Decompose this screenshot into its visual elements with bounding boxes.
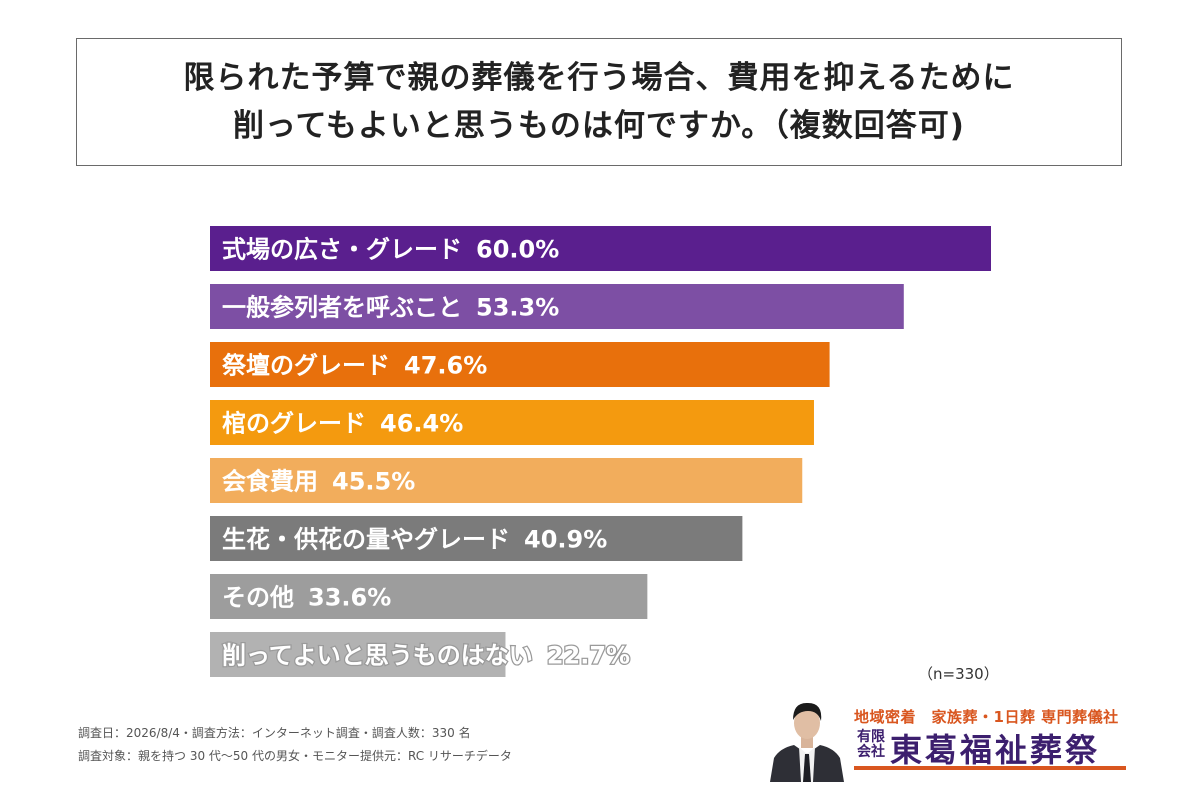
company-name: 東葛福祉葬祭 (890, 731, 1101, 769)
bar-7 (210, 632, 506, 677)
value-label-7: 22.7% (547, 642, 630, 670)
value-label-0: 60.0% (476, 236, 559, 264)
bar-label-6: その他 33.6% (222, 584, 391, 612)
bar-4 (210, 458, 803, 503)
company-logo-block: 地域密着 家族葬・1日葬 専門葬儀社 有限会社 東葛福祉葬祭 (766, 692, 1128, 782)
value-label-2: 47.6% (404, 352, 487, 380)
value-label-3: 46.4% (380, 410, 463, 438)
company-accent-rule (854, 766, 1126, 770)
category-label-1: 一般参列者を呼ぶこと (222, 294, 462, 322)
category-label-5: 生花・供花の量やグレード (222, 526, 510, 554)
category-label-2: 祭壇のグレード (222, 352, 390, 380)
category-label-6: その他 (222, 584, 294, 612)
bar-label-2: 祭壇のグレード 47.6% (222, 352, 487, 380)
bar-chart: 式場の広さ・グレード 60.0% 一般参列者を呼ぶこと 53.3% 祭壇のグレード 47.… (210, 226, 991, 677)
title-line-1: 限られた予算で親の葬儀を行う場合、費用を抑えるために (183, 60, 1015, 96)
businessman-portrait-icon (766, 692, 848, 782)
bar-2 (210, 342, 830, 387)
company-tagline: 地域密着 家族葬・1日葬 専門葬儀社 (854, 708, 1119, 726)
category-label-7: 削ってよいと思うものはない (222, 642, 533, 670)
bar-label-0: 式場の広さ・グレード 60.0% (222, 236, 559, 264)
value-label-1: 53.3% (476, 294, 559, 322)
bar-label-4: 会食費用 45.5% (222, 468, 415, 496)
bar-label-5: 生花・供花の量やグレード 40.9% (222, 526, 607, 554)
bar-label-7: 削ってよいと思うものはない 22.7% (222, 642, 630, 670)
category-label-0: 式場の広さ・グレード (222, 236, 462, 264)
title-line-2: 削ってもよいと思うものは何ですか。（複数回答可) (233, 108, 965, 144)
survey-target-footnote: 調査対象：親を持つ 30 代〜50 代の男女・モニター提供元：RC リサーチデー… (78, 749, 512, 763)
bar-1 (210, 284, 904, 329)
value-label-4: 45.5% (332, 468, 415, 496)
question-title-box: 限られた予算で親の葬儀を行う場合、費用を抑えるために 削ってもよいと思うものは何… (76, 38, 1122, 166)
bar-5 (210, 516, 743, 561)
bar-6 (210, 574, 648, 619)
sample-size-label: （n=330） (918, 665, 999, 683)
company-type: 有限会社 (857, 729, 885, 760)
bar-3 (210, 400, 814, 445)
category-label-3: 棺のグレード (222, 410, 366, 438)
value-label-5: 40.9% (524, 526, 607, 554)
category-label-4: 会食費用 (222, 468, 318, 496)
value-label-6: 33.6% (308, 584, 391, 612)
bar-label-1: 一般参列者を呼ぶこと 53.3% (222, 294, 559, 322)
bar-label-3: 棺のグレード 46.4% (222, 410, 463, 438)
bar-0 (210, 226, 991, 271)
survey-info-footnote: 調査日：2026/8/4・調査方法：インターネット調査・調査人数：330 名 (78, 726, 471, 740)
